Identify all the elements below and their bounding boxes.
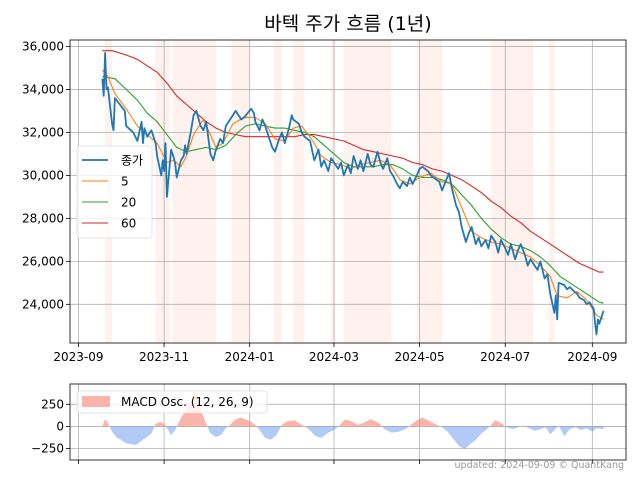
date-x-ticks: 2023-09 2023-11 2024-01 2024-03 2024-05 2024-… <box>53 343 617 364</box>
macd-x-ticks <box>78 460 593 464</box>
macd-oscillator-area <box>102 391 604 450</box>
macd-y-tick-label: 250 <box>41 397 64 411</box>
shaded-period <box>155 40 170 343</box>
price-axes-frame <box>69 39 627 344</box>
shaded-period <box>343 40 392 343</box>
macd-axes: −250 0 250 MACD Osc. (12, 26, 9) <box>31 383 627 464</box>
price-series-lines <box>101 50 605 336</box>
macd-legend-swatch <box>82 396 110 407</box>
legend-label: 종가 <box>121 154 143 168</box>
y-tick-label: 30,000 <box>22 168 64 182</box>
x-tick-label: 2024-09 <box>567 350 617 364</box>
y-tick-label: 36,000 <box>22 39 64 53</box>
y-tick-label: 34,000 <box>22 82 64 96</box>
shaded-period <box>231 40 250 343</box>
x-tick-label: 2024-01 <box>225 350 275 364</box>
legend-box <box>76 145 153 239</box>
legend-label: 5 <box>121 175 129 189</box>
x-tick-label: 2024-05 <box>395 350 445 364</box>
macd-y-tick-label: −250 <box>31 442 64 456</box>
macd-negative-area <box>102 426 604 450</box>
shaded-period <box>491 40 534 343</box>
legend-label: 60 <box>121 217 136 231</box>
macd-y-tick-label: 0 <box>56 419 64 433</box>
price-axes: 24,000 26,000 28,000 30,000 32,000 34,000 36,0… <box>22 39 627 364</box>
price-grid <box>70 40 626 343</box>
series-line-ma60 <box>102 50 604 273</box>
y-tick-label: 32,000 <box>22 125 64 139</box>
x-tick-label: 2023-11 <box>139 350 189 364</box>
highlight-periods <box>105 40 555 343</box>
shaded-period <box>416 40 443 343</box>
series-line-close <box>101 52 605 336</box>
macd-legend-label: MACD Osc. (12, 26, 9) <box>121 395 254 409</box>
price-legend: 종가 5 20 60 <box>76 145 153 239</box>
shaded-period <box>293 40 305 343</box>
shaded-period <box>548 40 555 343</box>
y-tick-label: 24,000 <box>22 297 64 311</box>
price-y-ticks: 24,000 26,000 28,000 30,000 32,000 34,000 36,0… <box>22 39 70 311</box>
updated-footer: updated: 2024-09-09 © QuantKang <box>455 460 624 471</box>
shaded-period <box>172 40 217 343</box>
chart-title: 바텍 주가 흐름 (1년) <box>264 13 431 35</box>
x-tick-label: 2024-03 <box>309 350 359 364</box>
y-tick-label: 26,000 <box>22 254 64 268</box>
macd-y-ticks: −250 0 250 <box>31 397 70 456</box>
macd-legend: MACD Osc. (12, 26, 9) <box>76 390 268 414</box>
legend-label: 20 <box>121 196 136 210</box>
x-tick-label: 2024-07 <box>480 350 530 364</box>
shaded-period <box>331 40 336 343</box>
x-tick-label: 2023-09 <box>53 350 103 364</box>
macd-axes-frame <box>69 383 627 461</box>
y-tick-label: 28,000 <box>22 211 64 225</box>
shaded-period <box>273 40 283 343</box>
macd-legend-box <box>76 390 268 414</box>
